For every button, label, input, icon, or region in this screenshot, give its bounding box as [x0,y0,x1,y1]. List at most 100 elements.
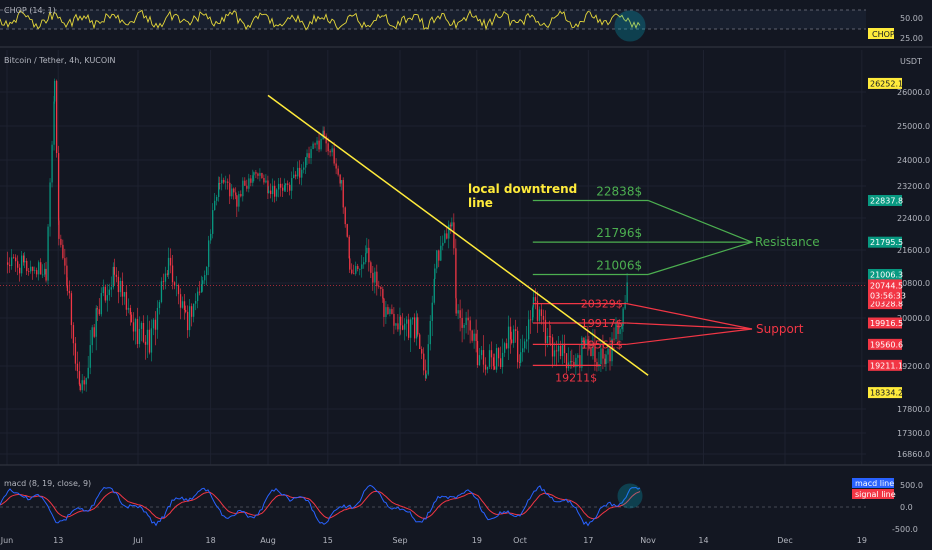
candle-body [295,174,297,177]
chop-legend: CHOP (14, 1) [4,6,56,15]
candle-body [575,357,577,368]
candle-body [162,281,165,283]
candle-body [60,238,62,245]
candle-body [166,273,169,275]
candle-body [429,320,431,345]
candle-body [622,308,624,326]
candle-body [198,291,201,293]
candle-body [461,317,463,328]
candle-body [376,271,378,287]
support-arrow [626,322,753,330]
candle-body [100,293,102,315]
candle-body [297,167,299,177]
candle-body [615,323,617,340]
candle-body [259,173,261,176]
candle-body [236,195,238,207]
price-axis-tick: 17300.0 [897,429,930,438]
macd-tick-neg500: -500.0 [892,525,918,534]
candle-body [96,308,98,310]
candle-body [186,311,189,331]
candle-body [134,318,137,332]
candle-body [192,303,195,317]
candle-body [519,362,521,364]
candle-body [7,262,9,265]
candle-body [263,178,265,183]
candle-body [68,290,71,294]
candle-body [534,297,537,301]
candle-body [469,320,471,331]
candle-body [78,371,81,385]
candle-body [299,167,301,178]
macd-tick-500: 500.0 [900,481,923,490]
candle-body [465,317,467,325]
candle-body [455,298,457,314]
candle-body [475,333,477,342]
candle-body [382,289,384,299]
time-axis-tick: 18 [205,536,215,545]
candle-body [438,250,440,261]
candle-body [233,188,235,193]
candle-body [218,182,220,197]
candle-body [331,148,333,153]
macd-signal-line [0,490,641,520]
candle-body [208,240,210,267]
candle-body [346,224,348,237]
candle-body [216,196,218,201]
macd-tick-0: 0.0 [900,503,913,512]
candle-body [66,285,69,291]
candle-body [144,341,147,345]
candle-body [451,222,453,227]
candle-body [280,183,282,188]
candle-body [440,245,442,261]
candle-body [325,135,327,144]
candle-body [308,153,310,159]
candle-body [365,253,367,263]
macd-pane[interactable]: macd (8, 19, close, 9) macd line signal … [0,478,923,534]
candle-body [380,287,382,290]
candle-body [81,380,83,391]
candle-body [359,268,361,270]
candle-body [113,266,116,275]
candle-body [617,323,619,334]
resistance-value: 21796$ [596,226,642,240]
candle-body [538,309,541,321]
candle-body [611,338,613,362]
candle-body [522,348,524,353]
candle-body [55,80,58,154]
candle-body [169,257,172,266]
candle-body [244,180,246,186]
candle-body [473,333,475,341]
price-axis[interactable]: 26000.0 25000.0 24000.0 23200.0 22400.0 21600… [868,77,930,459]
price-pane[interactable]: Bitcoin / Tether, 4h, KUCOIN USDT 22838$… [0,50,930,465]
price-tag-label: 21006.3 [870,270,903,279]
candle-body [214,200,216,211]
candle-body [337,168,339,175]
candle-body [348,236,350,259]
candle-body [154,319,157,330]
candle-body [112,266,114,288]
candle-body [38,262,40,275]
candle-body [509,326,512,340]
candle-body [36,270,38,275]
candle-body [250,178,252,183]
candle-body [24,260,26,263]
candle-body [150,328,153,353]
candle-body [404,323,406,330]
candle-body [248,178,250,189]
signal-line-legend: signal line [855,490,896,499]
candle-body [252,175,254,183]
candle-body [544,319,547,343]
price-tag [868,194,902,206]
candle-body [548,336,551,337]
candle-body [448,224,450,239]
time-axis[interactable]: Jun 13 Jul 18 Aug 15 Sep 19 Oct 17 Nov 14 Dec 19 [0,536,867,545]
candle-body [136,318,139,344]
chop-pane[interactable]: CHOP (14, 1) 50.00 25.00 CHOP [0,0,932,47]
candle-body [327,143,329,152]
time-axis-tick: Jul [132,536,143,545]
candle-body [30,266,32,272]
candle-body [306,153,308,158]
candle-body [229,182,231,197]
candle-body [285,183,287,186]
